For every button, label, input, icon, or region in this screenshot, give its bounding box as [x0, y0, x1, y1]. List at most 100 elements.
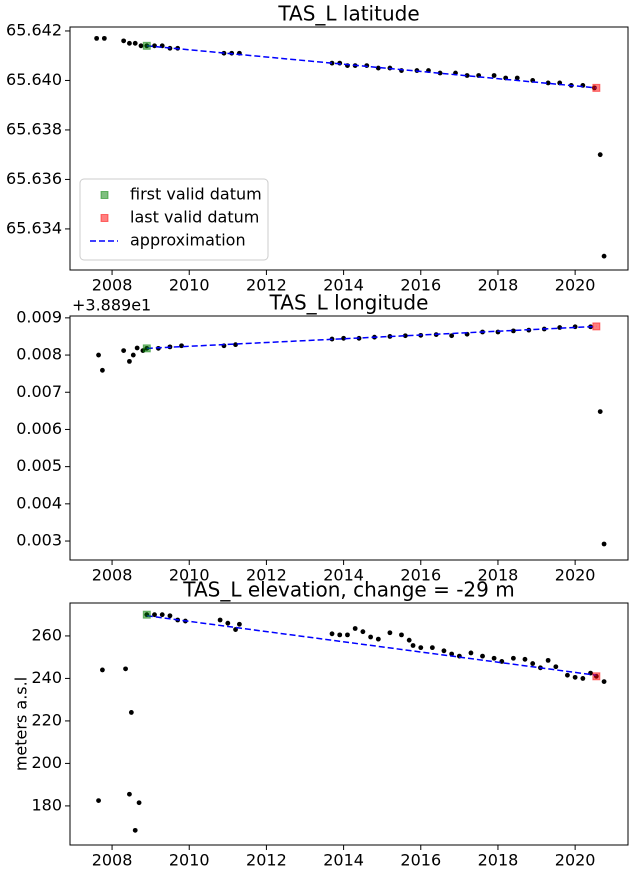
data-point	[597, 152, 603, 158]
x-tick-label: 2020	[555, 851, 596, 870]
legend-marker	[100, 191, 109, 199]
y-tick-label: 200	[31, 753, 62, 772]
data-point	[96, 352, 101, 358]
y-tick-label: 220	[31, 710, 62, 729]
y-tick-label: 260	[31, 625, 62, 644]
data-point	[375, 65, 381, 71]
datum-marker	[142, 344, 151, 353]
x-tick-label: 2016	[400, 851, 441, 870]
datum-marker	[592, 672, 601, 681]
data-point	[152, 612, 157, 618]
y-tick-label: 0.007	[16, 382, 62, 401]
x-tick-label: 2018	[478, 566, 519, 585]
data-point	[530, 661, 536, 666]
x-tick-label: 2012	[246, 851, 287, 870]
data-point	[167, 613, 173, 619]
approximation-line	[146, 45, 597, 89]
legend-label: approximation	[130, 231, 246, 250]
y-tick-label: 65.640	[6, 70, 62, 89]
chart-title: TAS_L latitude	[277, 2, 419, 26]
data-point	[329, 631, 335, 637]
data-point	[464, 73, 470, 78]
data-point	[138, 43, 144, 49]
data-point	[121, 38, 127, 44]
data-point	[572, 674, 578, 680]
data-point	[375, 636, 381, 642]
x-tick-label: 2014	[323, 276, 364, 295]
y-tick-label: 0.009	[16, 307, 62, 326]
datum-marker	[592, 322, 601, 331]
data-point	[514, 75, 520, 81]
data-point	[597, 409, 603, 414]
y-tick-label: 240	[31, 668, 62, 687]
data-point	[101, 35, 107, 41]
data-point	[127, 40, 132, 46]
data-point	[480, 653, 485, 659]
datum-marker	[592, 83, 601, 92]
x-tick-label: 2008	[92, 566, 133, 585]
plot-frame	[69, 26, 629, 271]
data-point	[132, 827, 138, 833]
data-point	[341, 335, 346, 341]
data-point	[128, 710, 134, 715]
x-tick-label: 2018	[478, 851, 519, 870]
data-point	[565, 672, 570, 678]
data-point	[352, 626, 358, 631]
legend-label: first valid datum	[130, 185, 262, 204]
data-point	[96, 798, 101, 803]
data-point	[134, 345, 140, 351]
data-point	[94, 35, 100, 41]
data-point	[510, 328, 516, 334]
x-tick-label: 2012	[246, 566, 287, 585]
data-point	[130, 352, 136, 358]
plot-area	[94, 35, 607, 259]
x-tick-label: 2016	[400, 566, 441, 585]
datum-marker	[142, 41, 151, 50]
data-point	[437, 70, 443, 76]
data-point	[159, 612, 165, 618]
x-tick-label: 2014	[323, 851, 364, 870]
x-tick-label: 2018	[478, 276, 519, 295]
data-point	[522, 656, 528, 662]
data-point	[580, 676, 586, 681]
data-point	[406, 637, 412, 643]
data-point	[127, 358, 132, 364]
x-tick-label: 2020	[555, 276, 596, 295]
y-axis-label: meters a.s.l	[12, 677, 31, 771]
approximation-line	[146, 615, 597, 676]
chart-title: TAS_L elevation, change = -29 m	[182, 578, 514, 602]
data-point	[441, 648, 447, 654]
data-point	[100, 367, 105, 373]
data-point	[121, 348, 127, 353]
data-point	[123, 666, 128, 672]
x-tick-label: 2014	[323, 566, 364, 585]
data-point	[237, 621, 242, 627]
data-point	[495, 329, 501, 335]
data-point	[329, 60, 335, 66]
data-point	[345, 632, 350, 638]
plot-frame	[69, 315, 629, 561]
data-point	[601, 679, 607, 685]
data-point	[545, 80, 551, 86]
x-tick-label: 2010	[169, 851, 210, 870]
legend-box	[79, 178, 269, 261]
y-tick-label: 0.008	[16, 345, 62, 364]
data-point	[217, 617, 223, 623]
datum-marker	[142, 610, 151, 619]
data-point	[360, 629, 366, 635]
plot-area	[96, 610, 607, 833]
legend-marker	[100, 214, 109, 222]
y-tick-label: 180	[31, 795, 62, 814]
legend-label: last valid datum	[130, 208, 259, 227]
y-tick-label: 0.006	[16, 419, 62, 438]
data-point	[368, 634, 374, 640]
y-tick-label: 65.638	[6, 119, 62, 138]
y-tick-label: 0.003	[16, 531, 62, 550]
x-tick-label: 2008	[92, 276, 133, 295]
data-point	[545, 657, 551, 663]
data-point	[601, 541, 607, 547]
plot-frame	[69, 602, 629, 846]
data-point	[402, 333, 408, 339]
x-tick-label: 2010	[169, 276, 210, 295]
